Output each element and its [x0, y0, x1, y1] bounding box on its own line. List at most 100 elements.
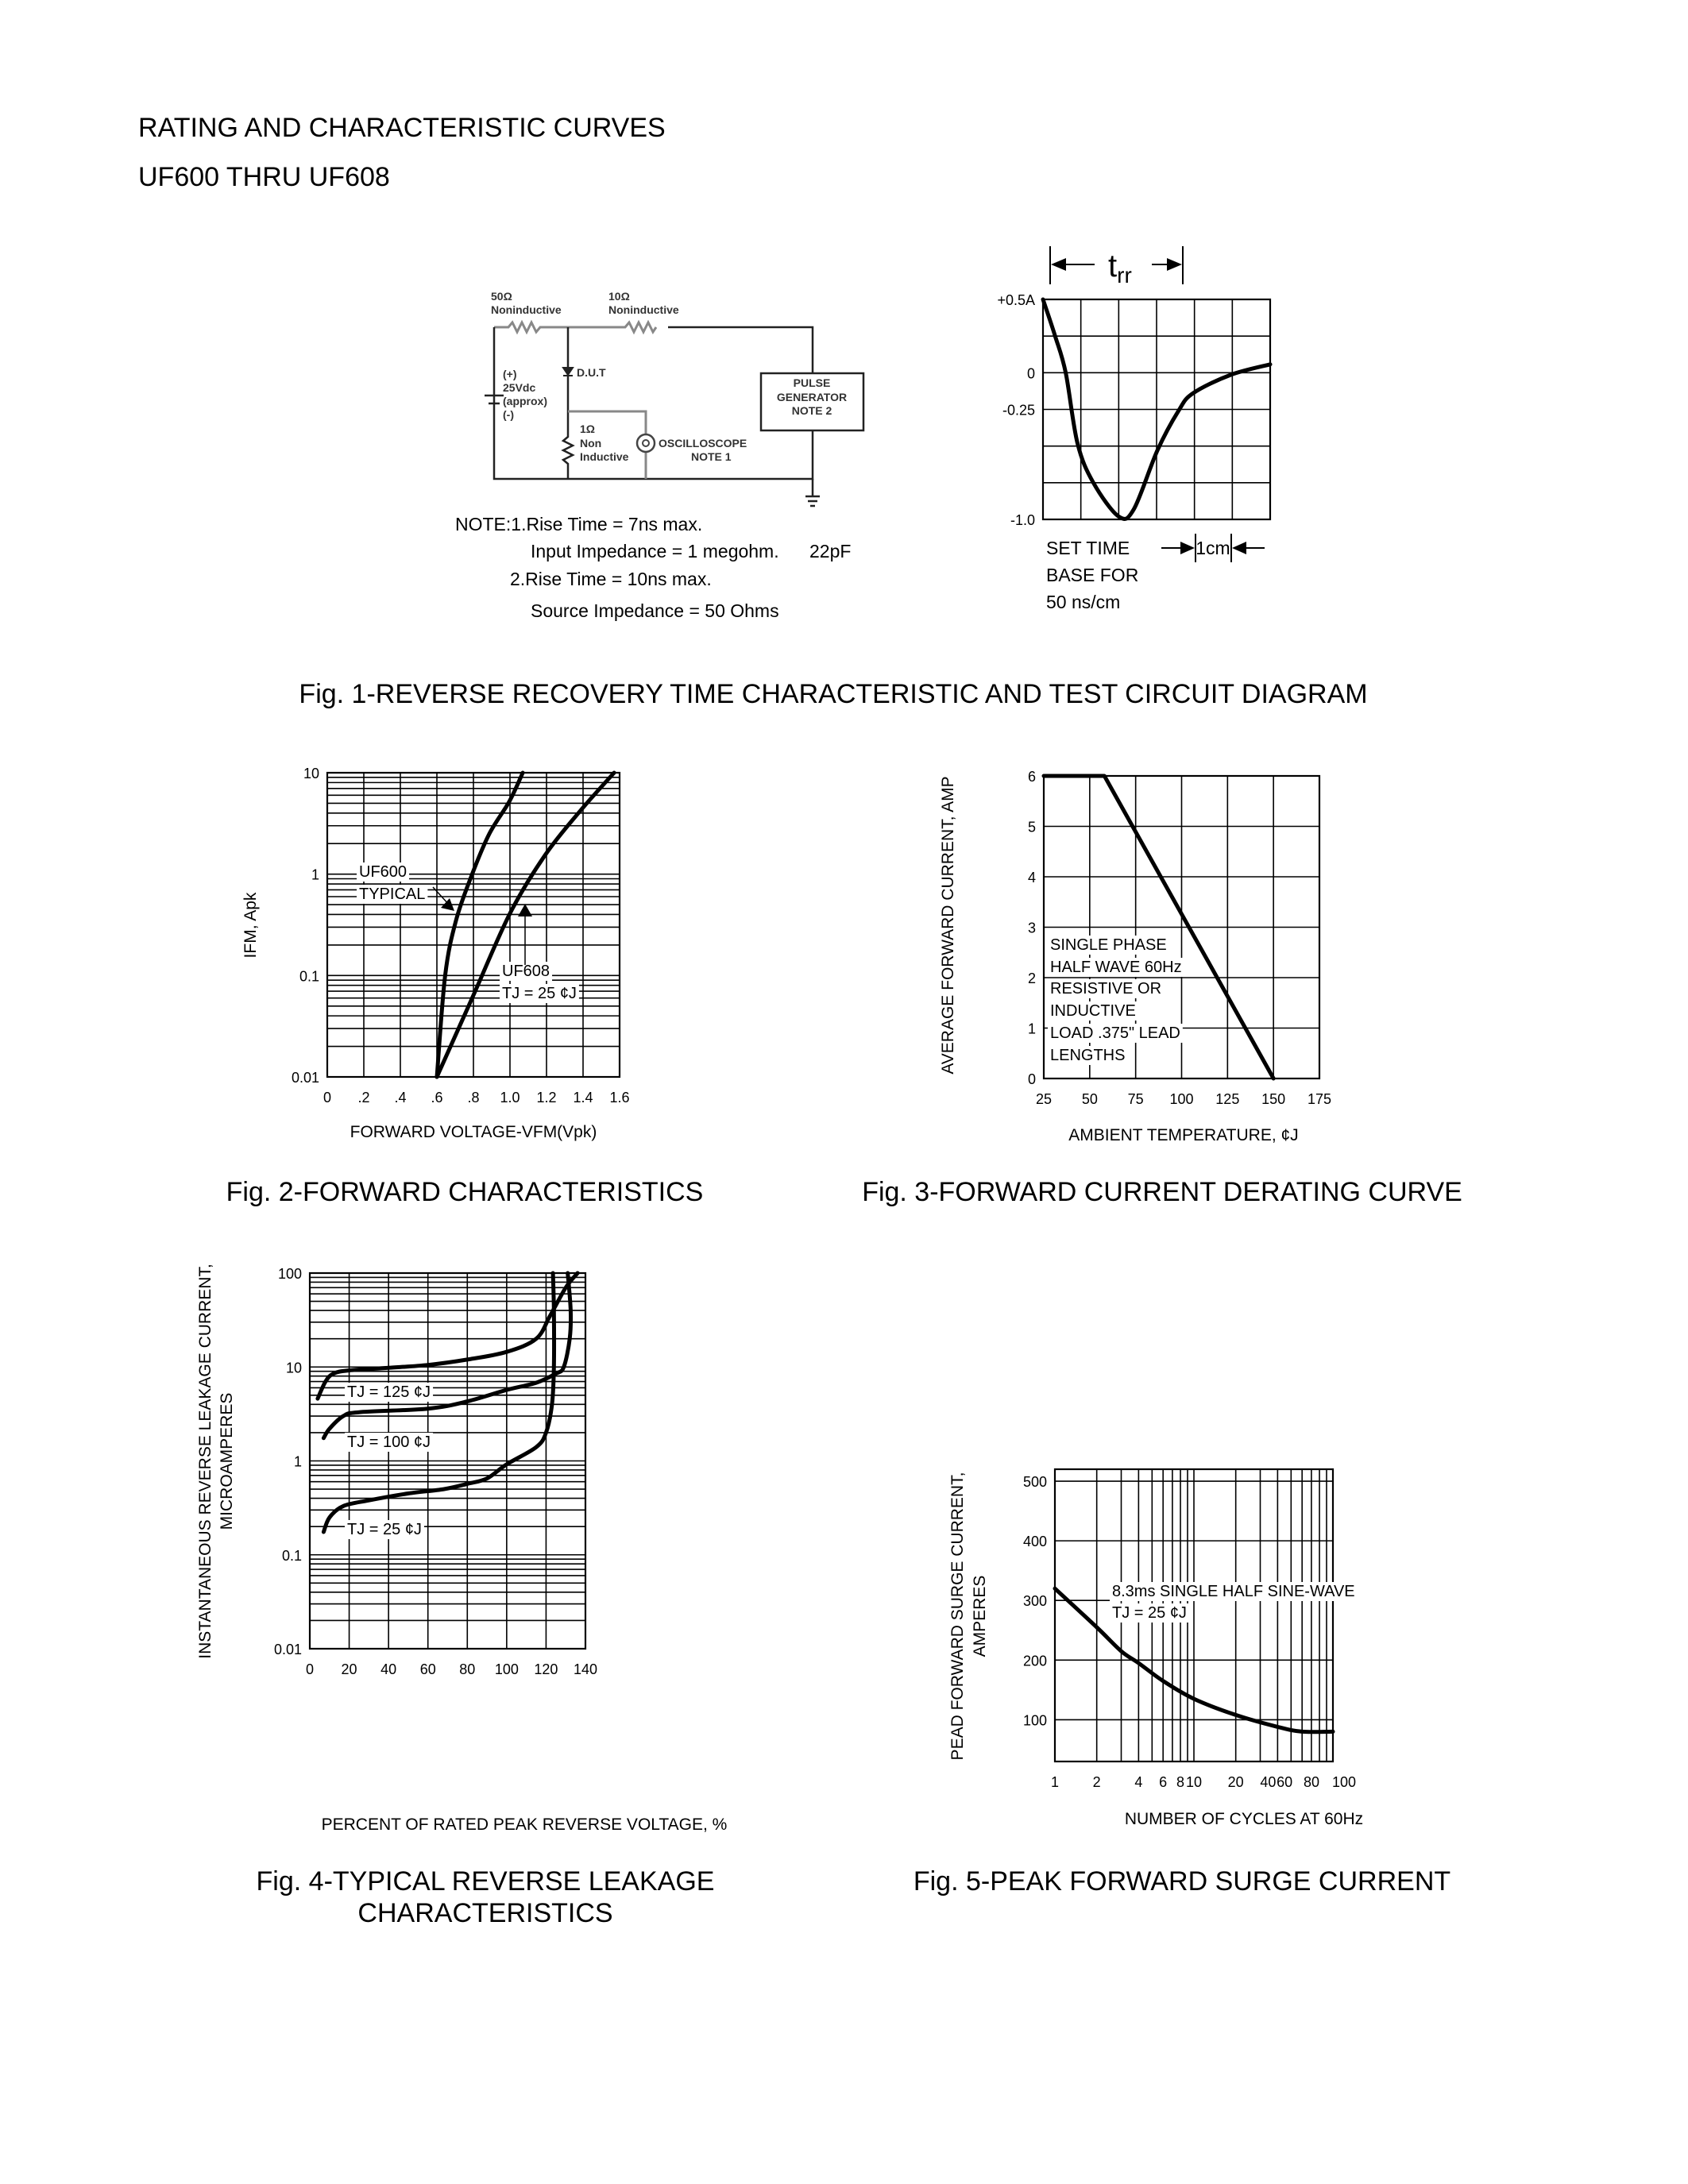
oscilloscope-note: NOTE 1 [691, 450, 732, 463]
x-tick-label: 10 [1186, 1774, 1202, 1790]
chart-annotation: RESISTIVE OR [1050, 980, 1161, 997]
annotation-background [500, 962, 553, 981]
scale-marker: 1cm [1161, 534, 1265, 562]
arrowhead-icon [1180, 542, 1246, 554]
test-circuit-diagram: 50Ω Noninductive 10Ω Noninductive (+) 25… [485, 290, 865, 507]
chart-annotation: 8.3ms SINGLE HALF SINE-WAVE [1112, 1583, 1355, 1600]
y-axis-label: AMPERES [971, 1576, 989, 1657]
resistor-wire [494, 319, 658, 335]
scope-branch-wire [568, 410, 647, 479]
x-tick-label: 50 [1082, 1091, 1098, 1107]
figure-caption: Fig. 2-FORWARD CHARACTERISTICS [226, 1177, 704, 1207]
arrowhead-icon [1051, 258, 1182, 271]
annotation-background [1048, 936, 1169, 955]
y-tick-label: 10 [303, 766, 319, 781]
x-tick-label: 75 [1128, 1091, 1144, 1107]
y-tick-label: 200 [1023, 1653, 1047, 1669]
r2-value: 10Ω [608, 290, 630, 303]
x-tick-label: .2 [357, 1090, 369, 1106]
x-tick-label: 20 [1228, 1774, 1244, 1790]
x-tick-label: 100 [495, 1661, 519, 1677]
x-tick-label: 25 [1036, 1091, 1052, 1107]
chart-annotation: TYPICAL [359, 886, 425, 903]
plot-frame [308, 1271, 587, 1650]
x-axis-label: FORWARD VOLTAGE-VFM(Vpk) [350, 1123, 597, 1141]
figure-caption: CHARACTERISTICS [357, 1898, 612, 1928]
y-tick-label: 0 [1028, 1071, 1036, 1087]
annotation-background [1110, 1582, 1358, 1601]
chart-annotation: UF608 [502, 963, 550, 980]
arrowhead-icon [441, 898, 532, 916]
figure-caption: Fig. 4-TYPICAL REVERSE LEAKAGE [257, 1866, 715, 1897]
x-tick-label: 175 [1308, 1091, 1331, 1107]
x-tick-label: 1.4 [573, 1090, 593, 1106]
plot-frame [1041, 298, 1272, 521]
x-tick-label: 2 [1093, 1774, 1101, 1790]
x-tick-label: .8 [467, 1090, 479, 1106]
series-curve-tj-25-j [321, 1271, 557, 1534]
x-tick-label: 4 [1134, 1774, 1142, 1790]
y-tick-label: -0.25 [1002, 403, 1035, 419]
annotation-background [357, 885, 428, 904]
chart-fig-4: 0 20 40 60 80 100 120 140 100 10 1 0.1 0.01 PERCENT O… [196, 1264, 727, 1928]
chart-fig-3: 25 50 75 100 125 150 175 6 5 4 3 2 1 0 AMBIENT TEMPERA… [862, 769, 1462, 1207]
note-line: 22pF [809, 541, 851, 561]
x-tick-label: 6 [1159, 1774, 1167, 1790]
y-tick-label: 1 [311, 867, 319, 883]
x-tick-label: 80 [1304, 1774, 1319, 1790]
y-tick-label: 4 [1028, 870, 1036, 886]
oscilloscope-icon-inner [642, 439, 650, 447]
chart-annotation: TJ = 25 ¢J [502, 985, 577, 1002]
chart-annotation: SET TIME [1046, 538, 1130, 558]
trr-label-sub: rr [1117, 263, 1132, 287]
series-curve-1 [1041, 297, 1273, 521]
y-tick-label: 100 [278, 1266, 302, 1282]
r1-type: Noninductive [491, 303, 562, 316]
note-line: Source Impedance = 50 Ohms [531, 600, 779, 621]
chart-annotation: TJ = 25 ¢J [1112, 1604, 1187, 1622]
r3-label: Non [580, 437, 601, 450]
x-tick-label: .6 [431, 1090, 442, 1106]
chart-annotation: BASE FOR [1046, 565, 1138, 585]
y-tick-label: 1 [294, 1454, 302, 1470]
x-tick-label: 1.0 [500, 1090, 520, 1106]
chart-annotation: HALF WAVE 60Hz [1050, 959, 1182, 976]
y-tick-label: 0.1 [282, 1548, 302, 1564]
trr-label-main: t [1108, 249, 1117, 284]
pulse-generator-box [759, 372, 865, 432]
r1-value: 50Ω [491, 290, 512, 303]
dut-label: D.U.T [577, 366, 606, 379]
pulse-generator-label: PULSE [794, 376, 831, 389]
y-tick-label: 6 [1028, 769, 1036, 785]
y-axis-label: INSTANTANEOUS REVERSE LEAKAGE CURRENT, [196, 1264, 214, 1659]
x-tick-label: 125 [1215, 1091, 1239, 1107]
y-axis-label: IFM, Apk [241, 892, 260, 958]
x-tick-label: 0 [306, 1661, 314, 1677]
chart-annotation: SINGLE PHASE [1050, 936, 1167, 954]
series-curve-tj-125-j [315, 1271, 580, 1401]
x-tick-label: 100 [1332, 1774, 1356, 1790]
x-tick-label: 8 [1176, 1774, 1184, 1790]
annotation-background [1048, 1046, 1128, 1065]
note-line: NOTE:1.Rise Time = 7ns max. [455, 514, 702, 534]
page-subtitle: UF600 THRU UF608 [138, 162, 390, 192]
fig2-pointers [432, 886, 532, 965]
x-tick-label: 0 [323, 1090, 331, 1106]
series-curve-uf600 [435, 770, 525, 1079]
chart-annotation: TJ = 25 ¢J [347, 1521, 422, 1538]
series-curve-tj-100-j [321, 1271, 574, 1441]
page-title: RATING AND CHARACTERISTIC CURVES [138, 113, 666, 143]
annotation-background [345, 1383, 434, 1402]
x-tick-label: 60 [420, 1661, 436, 1677]
plot-frame [1053, 1468, 1335, 1763]
annotation-background [345, 1433, 434, 1452]
figure-caption: Fig. 5-PEAK FORWARD SURGE CURRENT [914, 1866, 1450, 1897]
x-axis-label: AMBIENT TEMPERATURE, ¢J [1068, 1126, 1298, 1144]
annotation-background [500, 984, 579, 1003]
battery-symbol [485, 394, 504, 405]
chart-fig-2: 0 .2 .4 .6 .8 1.0 1.2 1.4 1.6 10 1 0.1 0.01 FORWARD V… [226, 766, 704, 1207]
annotation-background [345, 1520, 424, 1539]
chart-annotation: 50 ns/cm [1046, 592, 1120, 612]
x-tick-label: 140 [574, 1661, 597, 1677]
dut-branch-wire [561, 327, 575, 479]
